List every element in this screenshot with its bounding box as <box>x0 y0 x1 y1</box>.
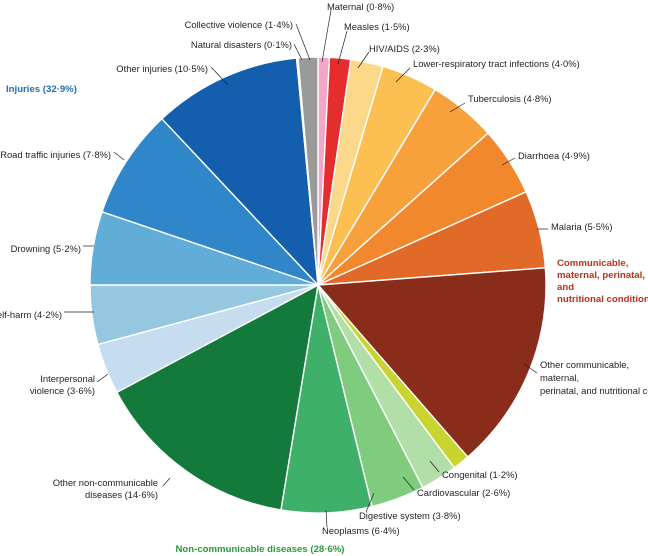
leader-line <box>325 509 328 528</box>
slice-label: Lower-respiratory tract infections (4·0%… <box>413 58 580 69</box>
group-label: Non-communicable diseases (28·6%) <box>175 544 344 555</box>
group-label: Injuries (32·9%) <box>6 84 77 95</box>
leader-line <box>162 477 171 487</box>
slice-label: Road traffic injuries (7·8%) <box>0 149 111 160</box>
slice-label: Collective violence (1·4%) <box>185 19 293 30</box>
slice-label: Neoplasms (6·4%) <box>322 525 400 536</box>
leader-line <box>321 9 332 63</box>
leader-line <box>501 157 516 166</box>
slice-label: Measles (1·5%) <box>344 21 410 32</box>
slice-label: Natural disasters (0·1%) <box>191 39 292 50</box>
slice-label: Other injuries (10·5%) <box>116 63 208 74</box>
leader-line <box>402 476 415 491</box>
slice-label: HIV/AIDS (2·3%) <box>369 43 440 54</box>
slice-label: Interpersonal violence (3·6%) <box>30 373 95 396</box>
pie-slice <box>101 117 319 286</box>
leader-line <box>210 66 229 86</box>
leader-line <box>113 151 125 161</box>
slice-label: Tuberculosis (4·8%) <box>468 93 552 104</box>
slice-label: Maternal (0·8%) <box>327 1 394 12</box>
leader-line <box>429 460 440 473</box>
leader-line <box>365 492 375 513</box>
group-label: Communicable, maternal, perinatal, and nutr… <box>557 258 648 305</box>
slice-label: Malaria (5·5%) <box>551 221 612 232</box>
slice-label: Cardiovascular (2·6%) <box>417 487 510 498</box>
slice-label: Drowning (5·2%) <box>11 243 81 254</box>
slice-label: Other non-communicable diseases (14·6%) <box>53 477 158 500</box>
leader-line <box>293 43 303 61</box>
pie-slice <box>160 57 319 287</box>
pie-slice <box>316 267 547 458</box>
pie-slice <box>297 56 319 286</box>
slice-label: Other communicable, maternal, perinatal, a… <box>540 359 648 396</box>
leader-line <box>523 363 538 374</box>
leader-line <box>357 51 370 69</box>
slice-label: Digestive system (3·8%) <box>359 510 461 521</box>
leader-line <box>295 23 311 61</box>
leader-line <box>449 102 466 113</box>
leader-line <box>395 67 411 83</box>
leader-line <box>96 373 109 383</box>
pie-slice <box>115 283 319 511</box>
slice-label: Congenital (1·2%) <box>442 469 518 480</box>
leader-line <box>337 30 348 65</box>
slice-label: Self-harm (4·2%) <box>0 309 62 320</box>
slice-label: Diarrhoea (4·9%) <box>518 150 590 161</box>
